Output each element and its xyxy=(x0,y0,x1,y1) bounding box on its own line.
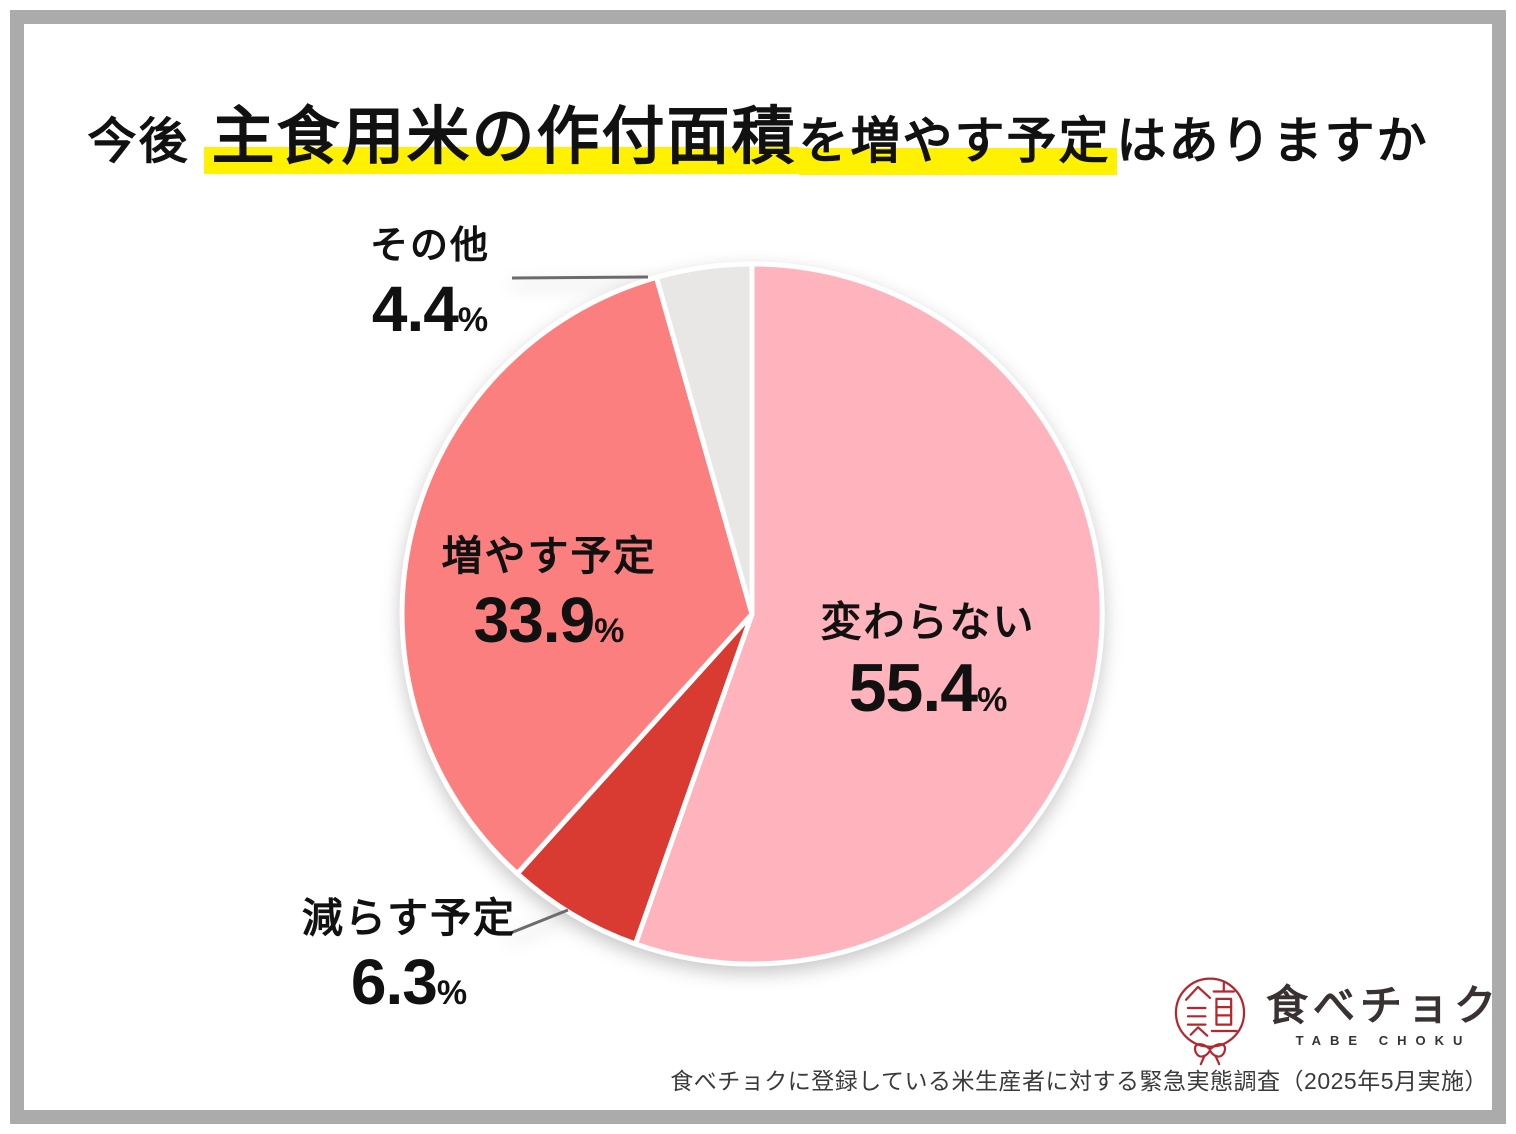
slice-value: 33.9% xyxy=(442,584,657,657)
percent-sign: % xyxy=(977,681,1008,720)
source-note: 食べチョクに登録している米生産者に対する緊急実態調査（2025年5月実施） xyxy=(670,1068,1488,1094)
slice-name: 変わらない xyxy=(820,599,1036,645)
title-prefix: 今後 xyxy=(87,115,190,169)
slice-label-decrease: 減らす予定 6.3% xyxy=(301,895,517,1019)
slice-value-number: 6.3 xyxy=(350,946,438,1019)
brand-name: 食べチョク xyxy=(1266,982,1502,1029)
pie-chart-svg xyxy=(399,261,1105,967)
tabechoku-logo: 食べチョク TABE CHOKU xyxy=(1164,968,1501,1072)
title-suffix: はありますか xyxy=(1116,113,1429,169)
slice-value: 6.3% xyxy=(302,946,516,1019)
title-highlight-small: を増やす予定 xyxy=(798,113,1117,175)
percent-sign: % xyxy=(436,974,468,1013)
percent-sign: % xyxy=(594,612,625,651)
slice-name: 減らす予定 xyxy=(301,895,517,941)
page-title: 今後 主食用米の作付面積を増やす予定 はありますか xyxy=(0,86,1516,177)
title-highlight-large: 主食用米の作付面積 xyxy=(203,102,799,174)
slice-value: 55.4% xyxy=(821,650,1036,727)
slice-value-number: 4.4 xyxy=(371,272,459,345)
pie-slice-3 xyxy=(654,261,755,617)
leader-lines xyxy=(507,275,649,936)
slice-value: 4.4% xyxy=(370,272,490,345)
brand-text-block: 食べチョク TABE CHOKU xyxy=(1266,982,1502,1049)
leader-line-decrease xyxy=(507,908,569,936)
leader-line-other xyxy=(511,275,649,280)
slice-value-number: 55.4 xyxy=(848,650,978,727)
slice-value-number: 33.9 xyxy=(473,584,596,657)
percent-sign: % xyxy=(457,300,489,339)
tabechoku-seal-icon xyxy=(1174,977,1246,1066)
slice-label-no-change: 変わらない 55.4% xyxy=(820,599,1036,727)
slice-label-other: その他 4.4% xyxy=(369,225,491,345)
pie-slice-2 xyxy=(399,274,755,877)
slice-name: 増やす予定 xyxy=(441,533,657,579)
pie-slice-1 xyxy=(514,611,755,947)
slice-label-increase: 増やす予定 33.9% xyxy=(441,533,657,657)
slice-name: その他 xyxy=(369,225,491,267)
brand-romaji: TABE CHOKU xyxy=(1295,1033,1472,1049)
